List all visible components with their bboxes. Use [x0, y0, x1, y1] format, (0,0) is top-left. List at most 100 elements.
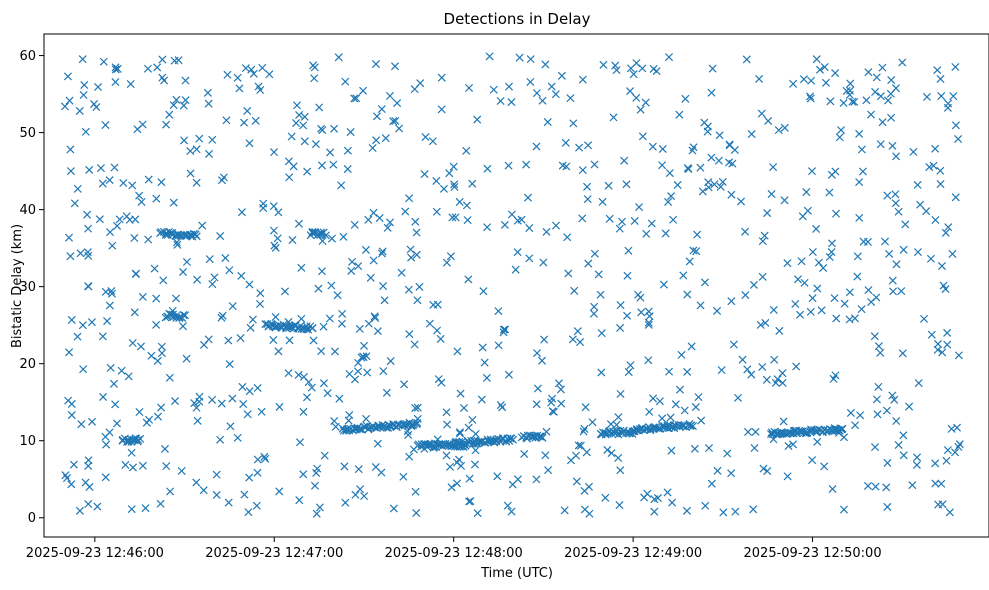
data-point	[323, 389, 332, 398]
data-point	[760, 231, 769, 240]
data-point	[573, 327, 582, 336]
data-point	[225, 266, 234, 275]
data-point	[763, 209, 772, 218]
data-point	[337, 319, 346, 328]
data-point	[66, 252, 75, 261]
data-point	[688, 422, 698, 431]
data-point	[533, 349, 542, 358]
data-point	[126, 80, 135, 89]
data-point	[715, 131, 724, 140]
data-point	[413, 418, 422, 427]
data-point	[192, 403, 201, 412]
data-point	[731, 507, 740, 516]
data-point	[669, 215, 678, 224]
data-point	[180, 136, 189, 145]
data-point	[947, 424, 956, 433]
data-point	[515, 53, 524, 62]
data-point	[913, 180, 922, 189]
data-point	[561, 138, 570, 147]
data-point	[812, 55, 821, 64]
data-point	[671, 400, 680, 409]
data-point	[891, 190, 900, 199]
data-point	[901, 220, 910, 229]
data-point	[624, 368, 633, 377]
data-point	[914, 379, 923, 388]
data-point	[547, 394, 557, 403]
data-point	[451, 213, 460, 222]
data-point	[564, 269, 573, 278]
data-point	[359, 352, 368, 361]
data-point	[667, 192, 676, 201]
data-point	[578, 75, 587, 84]
data-point	[330, 347, 339, 356]
data-point	[616, 389, 625, 399]
data-point	[66, 167, 75, 176]
data-point	[547, 82, 556, 91]
data-point	[578, 214, 587, 223]
data-point	[767, 190, 776, 199]
data-point	[936, 74, 945, 83]
data-point	[864, 68, 873, 77]
data-point	[808, 456, 817, 465]
data-point	[783, 259, 792, 268]
data-point	[597, 329, 606, 338]
y-tick-label: 0	[28, 511, 36, 526]
data-point	[887, 76, 896, 85]
data-point	[254, 82, 263, 91]
data-point	[462, 439, 471, 448]
data-point	[217, 399, 226, 408]
data-point	[648, 142, 657, 151]
data-point	[717, 366, 726, 375]
data-point	[867, 297, 876, 306]
data-point	[157, 403, 166, 412]
data-point	[110, 163, 119, 172]
x-axis: 2025-09-23 12:46:00 2025-09-23 12:47:00 20…	[26, 537, 882, 561]
data-point	[949, 92, 958, 101]
data-point	[363, 368, 372, 377]
data-point	[326, 148, 335, 157]
data-point	[153, 412, 162, 421]
data-point	[549, 407, 558, 416]
data-point	[353, 367, 363, 376]
data-point	[285, 173, 294, 182]
data-point	[195, 397, 204, 406]
data-point	[432, 207, 441, 216]
data-point	[462, 201, 471, 210]
data-point	[866, 110, 876, 119]
data-point	[380, 296, 389, 305]
data-point	[424, 440, 433, 449]
data-point	[315, 503, 324, 512]
data-point	[819, 263, 828, 272]
data-point	[284, 369, 293, 378]
data-point	[807, 425, 816, 434]
data-point	[63, 72, 72, 81]
data-point	[70, 199, 79, 208]
data-point	[888, 141, 897, 150]
data-point	[708, 64, 717, 73]
data-point	[310, 63, 319, 72]
data-point	[644, 320, 653, 329]
data-point	[507, 210, 516, 219]
data-point	[471, 429, 480, 438]
data-point	[304, 378, 313, 387]
y-axis: 0 10 20 30 40 50 60	[19, 49, 44, 526]
data-point	[598, 197, 607, 206]
data-point	[450, 180, 459, 189]
data-point	[135, 191, 144, 200]
data-point	[379, 282, 388, 291]
data-point	[634, 290, 643, 299]
data-point	[65, 348, 74, 357]
data-point	[308, 228, 317, 237]
data-point	[141, 504, 150, 513]
data-point	[645, 407, 654, 416]
data-point	[874, 342, 883, 351]
data-point	[667, 446, 676, 455]
data-point	[933, 66, 942, 75]
data-point	[807, 167, 817, 176]
data-point	[471, 446, 480, 455]
data-point	[882, 483, 891, 492]
data-point	[219, 173, 228, 182]
data-point	[744, 427, 753, 436]
data-point	[389, 504, 398, 513]
data-point	[912, 460, 921, 470]
